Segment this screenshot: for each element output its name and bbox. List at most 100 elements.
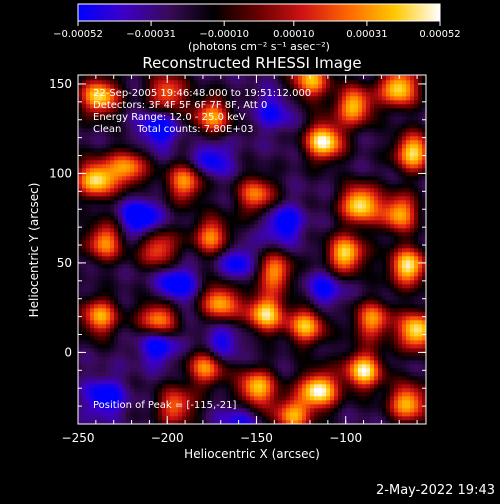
heatmap-cell: [270, 268, 274, 272]
heatmap-cell: [94, 308, 98, 312]
heatmap-cell: [142, 184, 146, 188]
heatmap-cell: [174, 240, 178, 244]
heatmap-cell: [210, 208, 214, 212]
heatmap-cell: [146, 208, 150, 212]
heatmap-cell: [254, 224, 258, 228]
heatmap-cell: [82, 76, 86, 80]
heatmap-cell: [202, 244, 206, 248]
heatmap-cell: [158, 308, 162, 312]
heatmap-cell: [270, 124, 274, 128]
heatmap-cell: [282, 140, 286, 144]
heatmap-cell: [166, 412, 170, 416]
heatmap-cell: [130, 256, 134, 260]
heatmap-cell: [294, 336, 298, 340]
heatmap-cell: [170, 332, 174, 336]
heatmap-cell: [202, 348, 206, 352]
heatmap-cell: [126, 364, 130, 368]
heatmap-cell: [118, 280, 122, 284]
heatmap-cell: [226, 356, 230, 360]
heatmap-cell: [274, 104, 278, 108]
heatmap-cell: [298, 184, 302, 188]
heatmap-cell: [78, 140, 82, 144]
heatmap-cell: [234, 156, 238, 160]
heatmap-cell: [234, 308, 238, 312]
heatmap-cell: [242, 308, 246, 312]
heatmap-cell: [242, 372, 246, 376]
heatmap-cell: [282, 252, 286, 256]
heatmap-cell: [90, 236, 94, 240]
heatmap-cell: [198, 136, 202, 140]
heatmap-cell: [258, 224, 262, 228]
heatmap-cell: [150, 340, 154, 344]
heatmap-cell: [98, 220, 102, 224]
heatmap-cell: [142, 340, 146, 344]
heatmap-cell: [106, 264, 110, 268]
heatmap-cell: [134, 272, 138, 276]
heatmap-cell: [298, 176, 302, 180]
heatmap-cell: [238, 372, 242, 376]
heatmap-cell: [110, 284, 114, 288]
heatmap-cell: [286, 316, 290, 320]
heatmap-cell: [274, 136, 278, 140]
heatmap-cell: [262, 312, 266, 316]
heatmap-cell: [114, 136, 118, 140]
heatmap-cell: [258, 172, 262, 176]
heatmap-cell: [90, 292, 94, 296]
heatmap-cell: [186, 272, 190, 276]
heatmap-cell: [254, 132, 258, 136]
heatmap-cell: [294, 408, 298, 412]
heatmap-cell: [178, 272, 182, 276]
heatmap-cell: [298, 156, 302, 160]
heatmap-cell: [254, 116, 258, 120]
heatmap-cell: [170, 220, 174, 224]
heatmap-cell: [206, 356, 210, 360]
heatmap-cell: [254, 120, 258, 124]
heatmap-cell: [218, 80, 222, 84]
heatmap-cell: [178, 332, 182, 336]
heatmap-cell: [82, 300, 86, 304]
heatmap-cell: [286, 296, 290, 300]
heatmap-cell: [162, 360, 166, 364]
heatmap-cell: [98, 340, 102, 344]
heatmap-cell: [286, 204, 290, 208]
heatmap-cell: [158, 224, 162, 228]
heatmap-cell: [234, 376, 238, 380]
heatmap-cell: [202, 280, 206, 284]
heatmap-cell: [286, 228, 290, 232]
heatmap-cell: [274, 348, 278, 352]
heatmap-cell: [282, 240, 286, 244]
heatmap-cell: [274, 224, 278, 228]
heatmap-cell: [94, 392, 98, 396]
heatmap-cell: [294, 416, 298, 420]
heatmap-cell: [282, 264, 286, 268]
heatmap-cell: [246, 240, 250, 244]
heatmap-cell: [158, 148, 162, 152]
heatmap-cell: [118, 248, 122, 252]
heatmap-cell: [94, 368, 98, 372]
heatmap-cell: [82, 192, 86, 196]
heatmap-cell: [222, 332, 226, 336]
heatmap-cell: [214, 180, 218, 184]
heatmap-cell: [190, 356, 194, 360]
heatmap-cell: [162, 304, 166, 308]
heatmap-cell: [138, 320, 142, 324]
heatmap-cell: [294, 124, 298, 128]
heatmap-cell: [286, 240, 290, 244]
heatmap-cell: [178, 276, 182, 280]
heatmap-cell: [186, 220, 190, 224]
heatmap-cell: [230, 336, 234, 340]
heatmap-cell: [130, 196, 134, 200]
heatmap-cell: [278, 252, 282, 256]
heatmap-cell: [254, 172, 258, 176]
heatmap-cell: [202, 320, 206, 324]
heatmap-cell: [294, 388, 298, 392]
heatmap-cell: [234, 284, 238, 288]
heatmap-cell: [298, 104, 302, 108]
heatmap-cell: [122, 184, 126, 188]
heatmap-cell: [146, 140, 150, 144]
heatmap-cell: [290, 192, 294, 196]
heatmap-cell: [134, 136, 138, 140]
heatmap-cell: [142, 256, 146, 260]
heatmap-cell: [202, 340, 206, 344]
heatmap-cell: [82, 204, 86, 208]
